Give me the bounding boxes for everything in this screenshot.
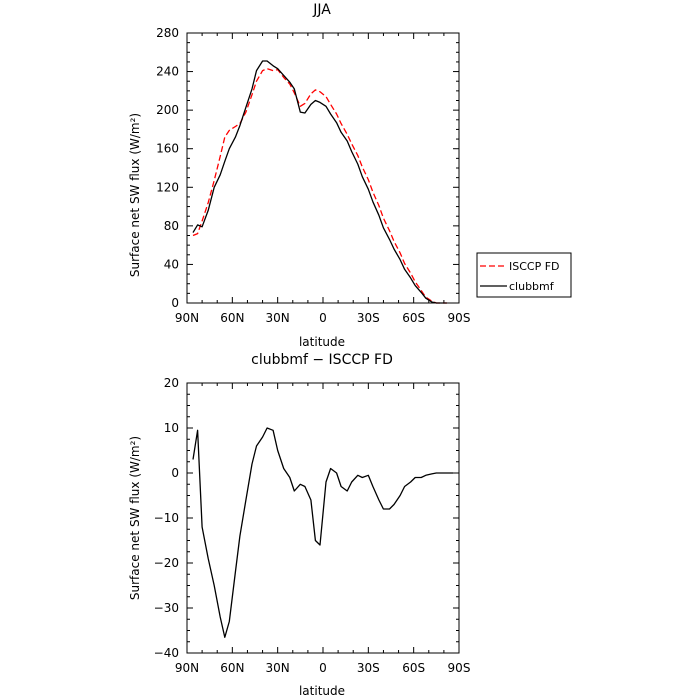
bottom-x-axis-label: latitude [299, 684, 345, 698]
x-tick-label: 90N [175, 311, 199, 325]
bottom-plot-area: 90N 60N 30N 0 30S 60S 90S −40 −30 −20 −10 0 10 20 [154, 376, 471, 675]
series-line-difference [192, 427, 453, 638]
legend-label-isccp: ISCCP FD [509, 260, 560, 273]
x-tick-label: 0 [319, 661, 327, 675]
x-tick-label: 60N [220, 661, 244, 675]
y-tick-label: 280 [156, 26, 179, 40]
y-tick-label: 10 [164, 421, 179, 435]
y-tick-label: 0 [171, 466, 179, 480]
y-tick-label: −10 [154, 511, 179, 525]
legend-box [476, 252, 572, 298]
x-tick-label: 90S [448, 661, 471, 675]
y-tick-label: 40 [164, 257, 179, 271]
bottom-panel: clubbmf − ISCCP FD 90N 60N 30N 0 30S 60S 90S −4… [128, 352, 470, 698]
y-tick-label: 120 [156, 180, 179, 194]
legend-label-clubbmf: clubbmf [509, 280, 555, 293]
x-tick-label: 0 [319, 311, 327, 325]
y-tick-label: 160 [156, 142, 179, 156]
series-line-clubbmf [192, 60, 447, 304]
x-tick-label: 30S [357, 311, 380, 325]
series-line-isccp-fd [192, 68, 447, 304]
x-tick-label: 30N [266, 311, 290, 325]
top-plot-area: 90N 60N 30N 0 30S 60S 90S 0 40 80 120 160 200 240 280 [156, 26, 470, 325]
x-tick-label: 90S [448, 311, 471, 325]
x-tick-label: 90N [175, 661, 199, 675]
x-tick-label: 60N [220, 311, 244, 325]
x-tick-label: 30S [357, 661, 380, 675]
plot-frame [186, 32, 460, 304]
bottom-y-axis-label: Surface net SW flux (W/m²) [128, 436, 142, 600]
x-tick-label: 30N [266, 661, 290, 675]
bottom-chart-title: clubbmf − ISCCP FD [251, 352, 393, 368]
x-tick-label: 60S [402, 661, 425, 675]
y-tick-label: 200 [156, 103, 179, 117]
y-tick-label: 80 [164, 219, 179, 233]
top-x-axis-label: latitude [299, 335, 345, 349]
y-tick-label: −30 [154, 601, 179, 615]
y-tick-label: 240 [156, 65, 179, 79]
legend: ISCCP FD clubbmf [476, 252, 572, 298]
y-tick-label: 20 [164, 376, 179, 390]
y-tick-label: 0 [171, 296, 179, 310]
top-panel: JJA 90N 60N 30N 0 30S 60S 90S 0 40 80 120 160 200 240… [128, 2, 470, 349]
top-y-axis-label: Surface net SW flux (W/m²) [128, 113, 142, 277]
x-tick-label: 60S [402, 311, 425, 325]
y-tick-label: −20 [154, 556, 179, 570]
top-chart-title: JJA [312, 2, 331, 18]
y-tick-label: −40 [154, 646, 179, 660]
